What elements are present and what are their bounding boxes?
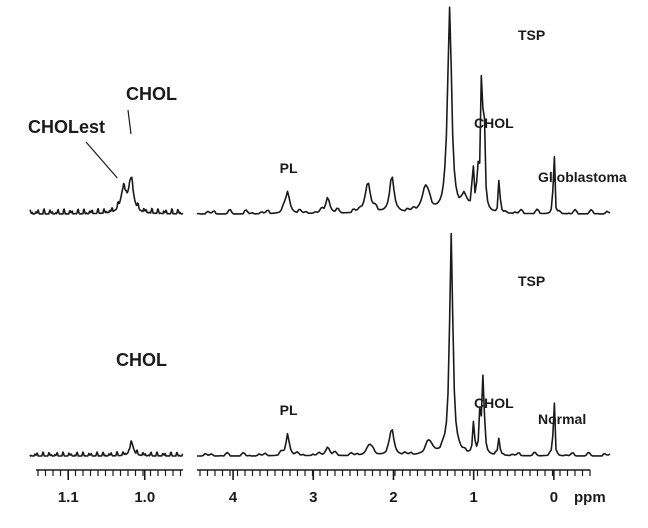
normal-main-trace	[197, 232, 611, 457]
main-tick-label: 3	[309, 489, 317, 506]
glioblastoma-peak-label-12: TSP	[518, 27, 545, 43]
glioblastoma-inset-leader-0	[85, 141, 118, 179]
peak-labels: Glioblastoma CHOLest CHOL PL CHOL TSP Normal CH…	[28, 27, 627, 427]
glioblastoma-peak-label-11: CHOL	[474, 115, 514, 131]
x-axis-label: ppm	[574, 489, 606, 506]
glioblastoma-inset-label-0: CHOLest	[28, 117, 105, 137]
glioblastoma-inset-leader-1	[127, 109, 132, 135]
glioblastoma-inset-trace	[29, 176, 184, 215]
main-tick-label: 0	[550, 489, 558, 506]
spectrum-traces	[29, 6, 611, 457]
glioblastoma-series-label: Glioblastoma	[538, 169, 627, 185]
normal-inset-trace	[29, 440, 184, 457]
glioblastoma-inset-label-1: CHOL	[126, 84, 177, 104]
glioblastoma-main-trace	[196, 6, 611, 215]
main-tick-label: 4	[229, 489, 238, 506]
main-tick-label: 1	[469, 489, 477, 506]
inset-tick-label: 1.1	[58, 489, 79, 506]
inset-tick-label: 1.0	[134, 489, 155, 506]
normal-inset-label-0: CHOL	[116, 350, 167, 370]
main-tick-label: 2	[389, 489, 397, 506]
normal-peak-label-9: CHOL	[474, 395, 514, 411]
glioblastoma-peak-label-0: PL	[280, 160, 298, 176]
normal-peak-label-0: PL	[280, 402, 298, 418]
ppm-axis: 1.1 1.0 4 3 2 1 0 ppm	[36, 469, 606, 506]
normal-series-label: Normal	[538, 411, 586, 427]
normal-peak-label-10: TSP	[518, 273, 545, 289]
